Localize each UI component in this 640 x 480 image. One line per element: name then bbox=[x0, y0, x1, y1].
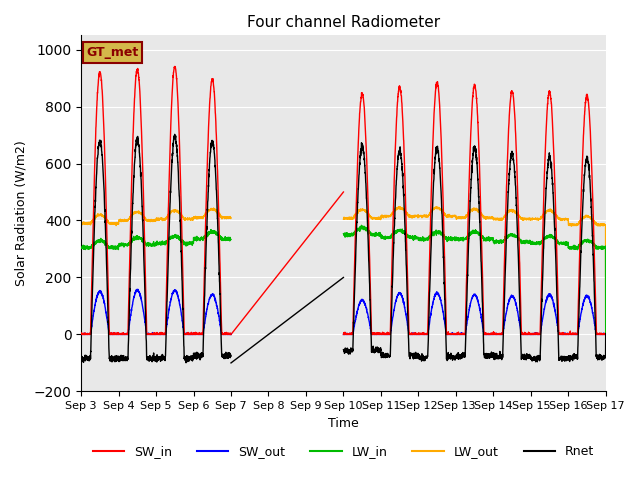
Text: GT_met: GT_met bbox=[86, 46, 139, 59]
Title: Four channel Radiometer: Four channel Radiometer bbox=[247, 15, 440, 30]
X-axis label: Time: Time bbox=[328, 417, 359, 430]
Legend: SW_in, SW_out, LW_in, LW_out, Rnet: SW_in, SW_out, LW_in, LW_out, Rnet bbox=[88, 440, 599, 463]
Y-axis label: Solar Radiation (W/m2): Solar Radiation (W/m2) bbox=[15, 141, 28, 286]
